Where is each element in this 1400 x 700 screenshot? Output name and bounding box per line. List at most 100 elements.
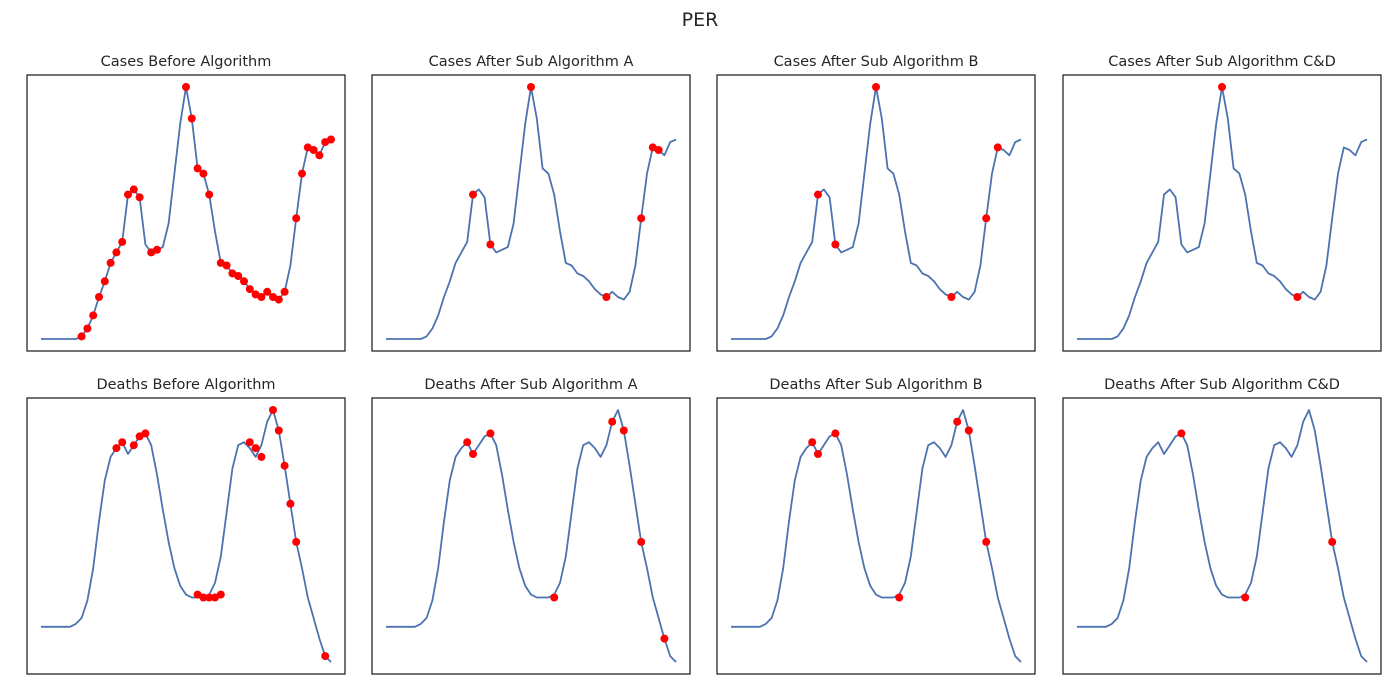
series-line (41, 409, 332, 663)
peak-point (982, 537, 991, 546)
peak-point (182, 83, 190, 91)
peak-point (222, 261, 231, 270)
peak-point (141, 429, 150, 438)
peak-point (831, 240, 840, 249)
series-line (386, 86, 677, 340)
peak-point (602, 293, 611, 301)
peak-point (112, 444, 121, 453)
subplot-2: Cases After Sub Algorithm A (371, 54, 691, 352)
peak-point (463, 438, 472, 447)
peak-point (112, 248, 121, 257)
peak-point (1177, 429, 1186, 438)
series-line (41, 86, 332, 340)
peak-point (95, 293, 103, 301)
peak-point (1328, 537, 1337, 546)
peak-point (469, 190, 477, 199)
series-line (1077, 86, 1368, 340)
subplot-8: Deaths After Sub Algorithm C&D (1062, 377, 1382, 675)
peak-point (486, 240, 495, 249)
axes-frame (716, 397, 1036, 675)
peak-point (1241, 593, 1250, 602)
peak-point (831, 429, 840, 438)
peak-point (286, 499, 295, 508)
subplot-title: Deaths Before Algorithm (96, 377, 275, 393)
peak-point (129, 441, 138, 450)
subplot-title: Cases After Sub Algorithm C&D (1108, 54, 1336, 70)
peak-point (257, 293, 266, 301)
series-line (731, 409, 1022, 663)
peak-point (199, 169, 208, 178)
peak-point (872, 83, 880, 91)
peak-point (199, 593, 208, 602)
peak-point (637, 214, 646, 223)
peak-point (234, 272, 243, 280)
peak-point (1293, 293, 1302, 301)
subplot-4: Cases After Sub Algorithm C&D (1062, 54, 1382, 352)
peak-point (153, 245, 161, 254)
peak-point (205, 593, 214, 602)
peak-point (269, 406, 277, 414)
peak-point (193, 164, 202, 173)
peak-point (106, 258, 115, 267)
series-line (731, 86, 1022, 340)
peak-point (469, 450, 477, 458)
peak-point (251, 444, 260, 453)
subplot-1: Cases Before Algorithm (26, 54, 346, 352)
axes-frame (716, 74, 1036, 352)
peak-point (327, 135, 335, 144)
peak-point (263, 287, 272, 296)
axes-frame (371, 74, 691, 352)
peak-point (947, 293, 956, 301)
peak-point (637, 537, 646, 546)
subplot-6: Deaths After Sub Algorithm A (371, 377, 691, 675)
peak-point (964, 426, 973, 435)
peak-point (129, 185, 138, 194)
peak-point (953, 417, 962, 426)
peak-point (895, 593, 904, 602)
peak-point (77, 332, 86, 341)
peak-point (315, 151, 324, 160)
peak-point (619, 426, 628, 435)
peak-point (814, 450, 822, 458)
peak-point (118, 438, 127, 447)
peak-point (814, 190, 822, 199)
peak-point (660, 634, 669, 643)
series-line (386, 409, 677, 663)
series-line (1077, 409, 1368, 663)
peak-point (216, 590, 225, 599)
peak-point (309, 146, 318, 154)
peak-point (993, 143, 1002, 152)
axes-frame (26, 74, 346, 352)
peak-point (982, 214, 991, 223)
peak-point (298, 169, 306, 178)
peak-point (245, 285, 254, 294)
peak-point (527, 83, 535, 91)
subplot-title: Cases After Sub Algorithm A (429, 54, 634, 70)
subplot-title: Cases After Sub Algorithm B (774, 54, 979, 70)
peak-point (550, 593, 559, 602)
peak-point (124, 190, 132, 199)
subplot-title: Deaths After Sub Algorithm A (424, 377, 637, 393)
peak-point (1218, 83, 1226, 91)
peak-point (274, 426, 283, 435)
peak-point (292, 214, 301, 223)
peak-point (100, 277, 109, 286)
peak-point (205, 190, 214, 199)
peak-point (135, 193, 144, 202)
subplot-title: Cases Before Algorithm (101, 54, 272, 70)
peak-point (654, 146, 663, 154)
subplot-title: Deaths After Sub Algorithm B (769, 377, 982, 393)
peak-point (608, 417, 617, 426)
subplot-5: Deaths Before Algorithm (26, 377, 346, 675)
subplot-7: Deaths After Sub Algorithm B (716, 377, 1036, 675)
peak-point (280, 287, 289, 296)
axes-frame (1062, 397, 1382, 675)
peak-point (245, 438, 254, 447)
peak-point (83, 324, 92, 333)
axes-frame (26, 397, 346, 675)
axes-frame (371, 397, 691, 675)
peak-point (89, 311, 98, 320)
subplot-3: Cases After Sub Algorithm B (716, 54, 1036, 352)
axes-frame (1062, 74, 1382, 352)
peak-point (118, 237, 127, 246)
